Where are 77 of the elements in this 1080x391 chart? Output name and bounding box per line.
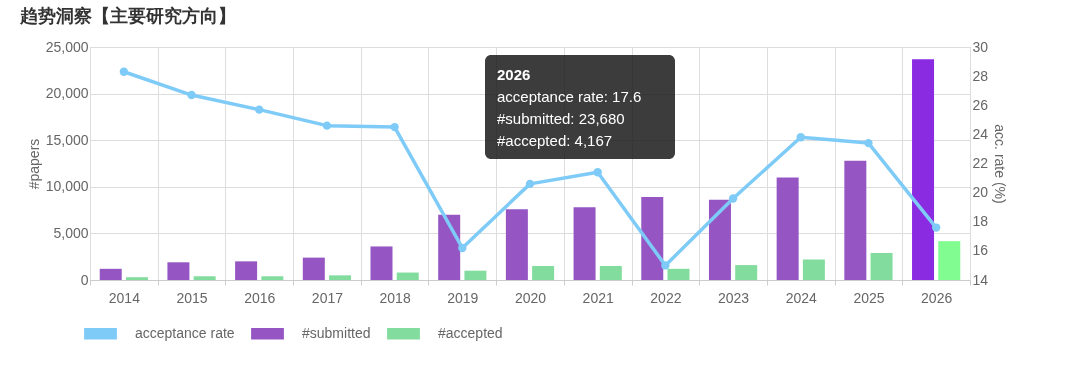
- bar: [505, 209, 528, 280]
- point: [255, 105, 264, 114]
- point: [931, 223, 941, 232]
- x-tick-label: 2026: [921, 289, 953, 306]
- bar: [167, 262, 190, 280]
- y-tick-label: 10,000: [45, 178, 89, 195]
- y-tick-label: 25,000: [45, 38, 89, 55]
- y-tick-label: 0: [80, 271, 89, 288]
- y2-tick-label: 18: [972, 213, 989, 230]
- y2-tick-label: 30: [972, 38, 989, 55]
- y2-tick-label: 26: [972, 96, 989, 113]
- x-tick-label: 2015: [176, 289, 208, 306]
- legend-label: #submitted: [302, 324, 371, 341]
- annotation: acceptance rate: 17.6: [497, 88, 642, 105]
- bar: [599, 266, 622, 280]
- bar: [396, 272, 419, 280]
- point: [864, 138, 873, 148]
- x-tick-label: 2020: [514, 289, 547, 306]
- bar: [370, 246, 393, 280]
- bar: [235, 261, 258, 280]
- bar: [261, 276, 284, 280]
- point: [458, 243, 467, 253]
- bar: [844, 160, 867, 280]
- y-tick-label: 5,000: [53, 224, 89, 241]
- point: [119, 67, 129, 76]
- point: [390, 122, 399, 132]
- bar: [708, 199, 731, 280]
- bar: [573, 207, 596, 280]
- bar: [193, 276, 216, 280]
- point: [728, 194, 738, 203]
- point: [661, 261, 670, 270]
- x-tick-label: 2017: [311, 289, 344, 306]
- point: [322, 121, 332, 130]
- point: [525, 179, 535, 189]
- bar: [776, 177, 799, 280]
- bar: [438, 214, 461, 280]
- y-tick-label: 20,000: [45, 85, 89, 102]
- annotation: 2026: [497, 66, 531, 83]
- bar: [641, 197, 664, 280]
- x-tick-label: 2021: [582, 289, 614, 306]
- y2-tick-label: 20: [972, 184, 989, 201]
- y2-tick-label: 16: [972, 242, 989, 259]
- x-tick-label: 2022: [650, 289, 682, 306]
- bar: [329, 275, 352, 280]
- annotation: #accepted: 4,167: [497, 132, 613, 149]
- bar: [912, 59, 935, 280]
- bar: [735, 265, 758, 280]
- bar: [802, 259, 825, 280]
- bar: [464, 270, 487, 280]
- chart-title: 趋势洞察【主要研究方向】: [19, 6, 236, 26]
- point: [796, 133, 805, 142]
- bar: [938, 241, 961, 280]
- x-tick-label: 2023: [718, 289, 750, 306]
- y2-tick-label: 28: [972, 67, 989, 84]
- x-tick-label: 2025: [853, 289, 885, 306]
- x-tick-label: 2014: [108, 289, 141, 306]
- x-tick-label: 2019: [447, 289, 479, 306]
- legend-label: acceptance rate: [135, 324, 235, 341]
- y-tick-label: 15,000: [45, 131, 89, 148]
- bar: [302, 257, 325, 280]
- y2-tick-label: 22: [972, 155, 989, 171]
- point: [187, 90, 196, 100]
- y2-axis-title: acc. rate (%): [992, 124, 1009, 204]
- bar: [667, 268, 690, 280]
- bar: [532, 266, 555, 280]
- y-axis-title: #papers: [25, 138, 42, 190]
- annotation: #submitted: 23,680: [497, 110, 625, 127]
- point: [593, 168, 602, 177]
- x-tick-label: 2016: [244, 289, 276, 306]
- x-tick-label: 2024: [785, 289, 818, 306]
- legend-label: #accepted: [438, 324, 503, 341]
- x-tick-label: 2018: [379, 289, 411, 306]
- y2-tick-label: 14: [972, 271, 989, 288]
- y2-tick-label: 24: [972, 125, 989, 142]
- bar: [99, 268, 122, 280]
- bar: [870, 252, 893, 280]
- bar: [125, 277, 148, 280]
